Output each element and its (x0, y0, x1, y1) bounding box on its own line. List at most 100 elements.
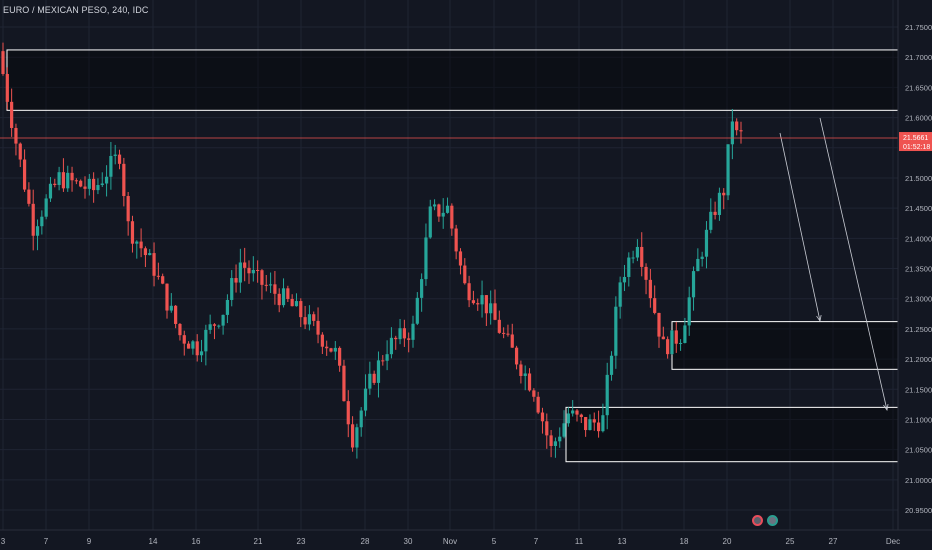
candle (402, 319, 406, 347)
candle-body (165, 283, 169, 311)
candle-body (471, 300, 476, 304)
candle-body (657, 312, 661, 337)
candle-body (549, 435, 553, 446)
candle (333, 341, 337, 360)
time-axis[interactable]: 3 7 9 14 16 21 23 28 30 Nov 5 7 11 13 18 20 25 27 Dec (0, 529, 932, 546)
zone-rectangle[interactable] (565, 406, 899, 463)
candle (130, 215, 135, 253)
candle-body (420, 279, 424, 298)
event-marker-icon[interactable] (752, 515, 763, 526)
candle (61, 158, 66, 192)
candle-body (139, 241, 143, 249)
candle (238, 248, 242, 293)
candle-body (381, 360, 385, 362)
candle-body (618, 282, 622, 307)
candle (104, 165, 109, 197)
candle (312, 311, 316, 327)
candle (622, 264, 627, 292)
candle (394, 335, 398, 350)
candle-body (566, 413, 570, 424)
candle (27, 182, 31, 207)
candle (10, 88, 14, 137)
candle (527, 368, 532, 392)
candle (441, 198, 445, 229)
candle-body (458, 251, 463, 266)
candle-body (117, 154, 122, 164)
candle (450, 203, 454, 236)
candle-body (182, 335, 186, 344)
candle (372, 370, 376, 385)
candle-body (484, 295, 488, 314)
candle-body (519, 364, 523, 376)
price-axis[interactable]: 21.750021.700021.650021.600021.550021.50… (897, 0, 932, 550)
candle-body (5, 73, 9, 102)
candle (48, 177, 53, 202)
candle (558, 427, 562, 448)
bar-countdown: 01:52:18 (903, 144, 930, 151)
candle (199, 339, 204, 363)
y-tick-label: 21.3000 (905, 295, 932, 304)
candle (506, 324, 510, 337)
candle (5, 67, 9, 110)
x-tick-label: 5 (492, 537, 497, 546)
candle-body (398, 328, 402, 340)
candle (299, 298, 303, 328)
candle (415, 292, 419, 326)
candle (653, 285, 657, 315)
candle-body (225, 299, 230, 315)
candle (562, 410, 566, 439)
candle (579, 413, 583, 424)
candle (83, 176, 87, 199)
candle (100, 172, 104, 188)
candle (273, 271, 277, 305)
candle-body (238, 262, 242, 283)
event-marker-icon[interactable] (767, 515, 778, 526)
candle (251, 256, 255, 282)
candle (247, 260, 251, 284)
candle-body (653, 298, 657, 313)
candle (264, 275, 268, 292)
candle (117, 149, 122, 170)
projection-arrow[interactable] (819, 117, 889, 412)
candle-body (342, 365, 346, 402)
candle-body (191, 341, 195, 349)
candle (256, 260, 260, 283)
candle (286, 285, 290, 302)
y-tick-label: 21.7000 (905, 53, 932, 62)
arrow-head (883, 404, 889, 412)
supply-demand-zones (6, 49, 899, 463)
candle-body (359, 410, 363, 428)
candle (618, 276, 622, 319)
candle (631, 250, 635, 264)
candle (53, 178, 57, 188)
candle (726, 144, 730, 201)
candle (57, 166, 61, 191)
x-tick-label: 11 (575, 537, 584, 546)
x-tick-label: 7 (44, 537, 49, 546)
candle (713, 201, 717, 220)
candle-body (562, 423, 566, 437)
candle (458, 248, 463, 275)
candle (376, 351, 381, 398)
event-markers[interactable] (752, 515, 778, 526)
candle-body (514, 347, 519, 365)
y-tick-label: 21.2000 (905, 355, 932, 364)
candle (735, 118, 739, 136)
candle (493, 289, 497, 321)
projection-arrow[interactable] (779, 132, 822, 323)
candle-body (148, 253, 152, 256)
zone-rectangle[interactable] (671, 321, 899, 370)
x-tick-label: 20 (723, 537, 732, 546)
candle-body (432, 204, 437, 207)
grid (0, 0, 898, 530)
candle-body (195, 341, 199, 356)
zone-rectangle[interactable] (6, 49, 899, 111)
x-tick-label: 3 (1, 537, 6, 546)
candle (22, 149, 27, 192)
x-tick-label: 18 (680, 537, 689, 546)
candle-body (79, 180, 83, 187)
candle-body (631, 257, 635, 259)
candle-body (553, 441, 558, 446)
